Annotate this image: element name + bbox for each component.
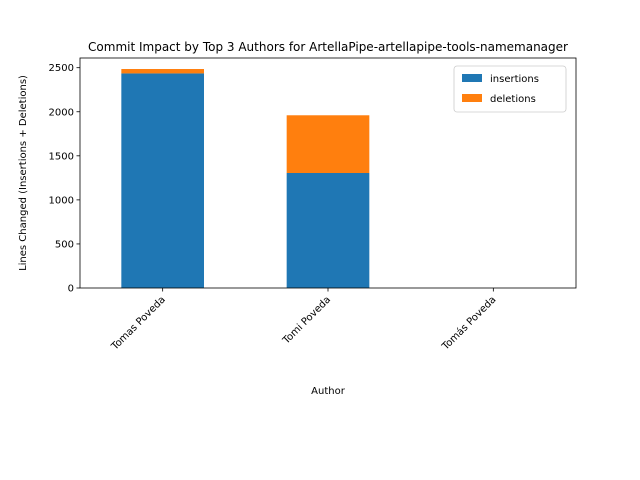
x-axis-label: Author — [311, 386, 346, 397]
x-tick-label: Tomás Poveda — [439, 294, 498, 353]
legend-frame — [453, 65, 567, 113]
y-tick-label: 2000 — [49, 107, 74, 118]
y-tick-label: 0 — [68, 284, 74, 295]
x-tick-label: Tomas Poveda — [109, 294, 168, 353]
bar-deletions-1 — [286, 115, 370, 173]
bar-insertions-1 — [286, 173, 370, 288]
y-tick-label: 500 — [55, 239, 74, 250]
legend-swatch-deletions — [462, 94, 482, 102]
y-axis: 0 500 1000 1500 2000 2500 — [49, 63, 80, 295]
y-tick-label: 2500 — [49, 63, 74, 74]
bar-insertions-0 — [121, 73, 204, 289]
legend-label-deletions: deletions — [490, 94, 536, 105]
legend: insertions deletions — [453, 65, 567, 113]
y-axis-label: Lines Changed (Insertions + Deletions) — [18, 75, 29, 271]
x-axis: Tomas Poveda Tomi Poveda Tomás Poveda — [109, 288, 498, 353]
x-tick-label: Tomi Poveda — [280, 294, 333, 347]
legend-swatch-insertions — [462, 74, 482, 82]
bar-deletions-0 — [121, 69, 204, 74]
y-tick-label: 1000 — [49, 195, 74, 206]
chart-title: Commit Impact by Top 3 Authors for Artel… — [88, 40, 568, 54]
y-tick-label: 1500 — [49, 151, 74, 162]
bars-group — [121, 69, 370, 289]
legend-label-insertions: insertions — [490, 74, 539, 85]
